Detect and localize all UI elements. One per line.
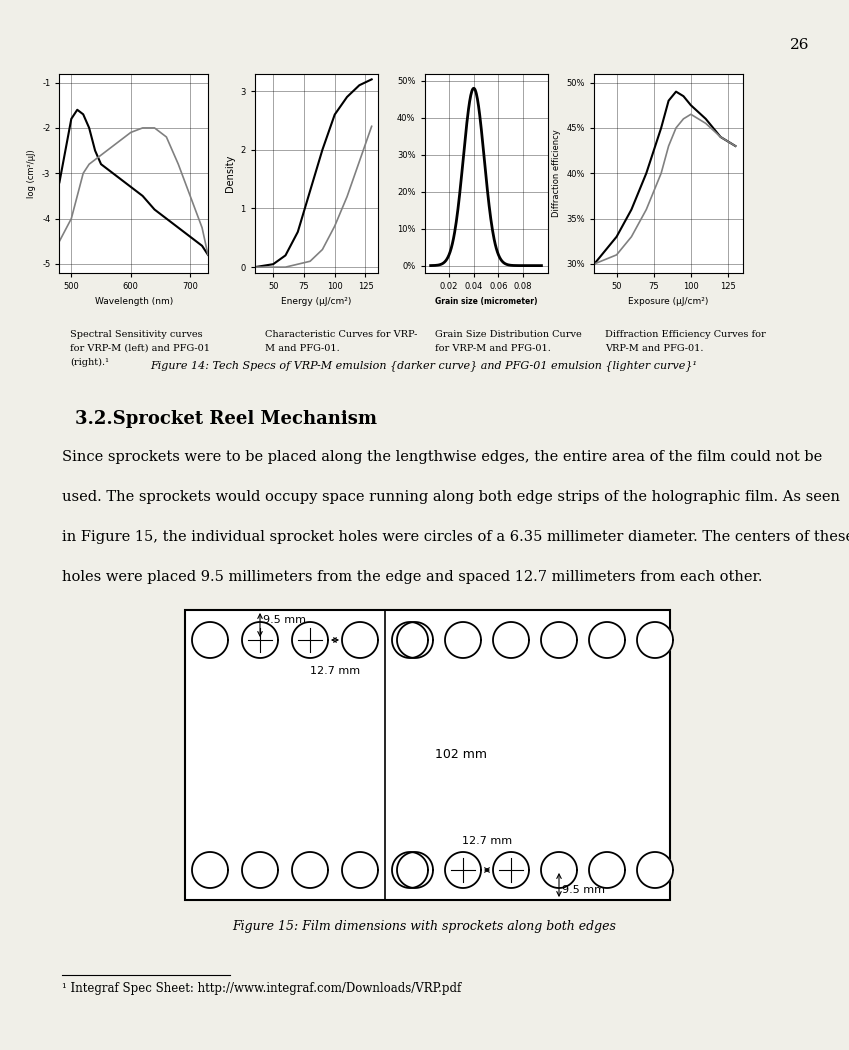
- Polygon shape: [445, 622, 481, 658]
- Polygon shape: [541, 852, 577, 888]
- Text: for VRP-M (left) and PFG-01: for VRP-M (left) and PFG-01: [70, 344, 210, 353]
- Text: Figure 15: Film dimensions with sprockets along both edges: Figure 15: Film dimensions with sprocket…: [232, 920, 616, 933]
- Polygon shape: [637, 622, 673, 658]
- X-axis label: Wavelength (nm): Wavelength (nm): [94, 296, 173, 306]
- Text: 102 mm: 102 mm: [435, 749, 487, 761]
- Text: Figure 14: Tech Specs of VRP-M emulsion {darker curve} and PFG-01 emulsion {ligh: Figure 14: Tech Specs of VRP-M emulsion …: [150, 360, 698, 371]
- Polygon shape: [192, 852, 228, 888]
- Polygon shape: [342, 622, 378, 658]
- Polygon shape: [445, 852, 481, 888]
- Polygon shape: [589, 852, 625, 888]
- Text: ¹ Integraf Spec Sheet: http://www.integraf.com/Downloads/VRP.pdf: ¹ Integraf Spec Sheet: http://www.integr…: [62, 982, 461, 995]
- Text: 12.7 mm: 12.7 mm: [310, 666, 360, 676]
- Polygon shape: [392, 622, 428, 658]
- X-axis label: Exposure (μJ/cm²): Exposure (μJ/cm²): [628, 296, 709, 306]
- Text: 26: 26: [790, 38, 810, 52]
- Polygon shape: [541, 622, 577, 658]
- Polygon shape: [589, 622, 625, 658]
- Text: 9.5 mm: 9.5 mm: [562, 885, 605, 895]
- Polygon shape: [192, 622, 228, 658]
- Polygon shape: [292, 622, 328, 658]
- Y-axis label: Diffraction efficiency: Diffraction efficiency: [552, 129, 561, 217]
- Polygon shape: [397, 852, 433, 888]
- Text: Spectral Sensitivity curves: Spectral Sensitivity curves: [70, 330, 203, 339]
- Text: Since sprockets were to be placed along the lengthwise edges, the entire area of: Since sprockets were to be placed along …: [62, 450, 822, 464]
- Text: 3.2.Sprocket Reel Mechanism: 3.2.Sprocket Reel Mechanism: [75, 410, 377, 428]
- Text: in Figure 15, the individual sprocket holes were circles of a 6.35 millimeter di: in Figure 15, the individual sprocket ho…: [62, 530, 849, 544]
- Y-axis label: Density: Density: [225, 154, 234, 192]
- Text: VRP-M and PFG-01.: VRP-M and PFG-01.: [605, 344, 704, 353]
- Polygon shape: [637, 852, 673, 888]
- Text: holes were placed 9.5 millimeters from the edge and spaced 12.7 millimeters from: holes were placed 9.5 millimeters from t…: [62, 570, 762, 584]
- Text: used. The sprockets would occupy space running along both edge strips of the hol: used. The sprockets would occupy space r…: [62, 490, 840, 504]
- Polygon shape: [242, 622, 278, 658]
- Polygon shape: [493, 852, 529, 888]
- Text: 12.7 mm: 12.7 mm: [462, 836, 512, 846]
- Y-axis label: log (cm²/μJ): log (cm²/μJ): [27, 149, 37, 197]
- Text: M and PFG-01.: M and PFG-01.: [265, 344, 340, 353]
- Polygon shape: [342, 852, 378, 888]
- X-axis label: Grain size (micrometer): Grain size (micrometer): [435, 296, 537, 306]
- Polygon shape: [392, 852, 428, 888]
- Polygon shape: [397, 622, 433, 658]
- Polygon shape: [292, 852, 328, 888]
- FancyBboxPatch shape: [185, 610, 670, 900]
- Polygon shape: [493, 622, 529, 658]
- Text: for VRP-M and PFG-01.: for VRP-M and PFG-01.: [435, 344, 551, 353]
- X-axis label: Energy (μJ/cm²): Energy (μJ/cm²): [281, 296, 351, 306]
- Text: Diffraction Efficiency Curves for: Diffraction Efficiency Curves for: [605, 330, 766, 339]
- Text: (right).¹: (right).¹: [70, 358, 109, 367]
- Text: Characteristic Curves for VRP-: Characteristic Curves for VRP-: [265, 330, 418, 339]
- Polygon shape: [242, 852, 278, 888]
- Text: 9.5 mm: 9.5 mm: [263, 615, 306, 625]
- Text: Grain Size Distribution Curve: Grain Size Distribution Curve: [435, 330, 582, 339]
